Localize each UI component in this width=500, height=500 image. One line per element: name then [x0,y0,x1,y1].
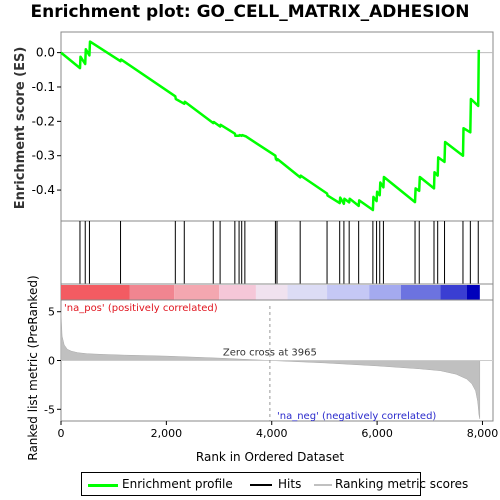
legend-label-metric: Ranking metric scores [335,477,469,491]
es-y-tick-label: -0.3 [32,149,55,163]
es-y-tick-label: -0.1 [32,80,55,94]
legend-swatch-metric [314,484,332,486]
rank-bar-segment [440,285,467,300]
legend-swatch-enrichment [88,484,118,487]
x-tick-label: 4,000 [256,427,288,440]
legend: Enrichment profile Hits Ranking metric s… [81,472,468,496]
rank-bar-segment [255,285,288,300]
x-tick-label: 0 [58,427,65,440]
rank-color-bar [60,283,494,301]
x-tick-label: 6,000 [361,427,393,440]
positive-correlation-label: 'na_pos' (positively correlated) [64,303,218,314]
y-axis-label-metric: Ranked list metric (PreRanked) [26,275,40,460]
legend-label-enrichment: Enrichment profile [122,477,233,491]
hits-panel [60,220,494,285]
rank-bar-segment [466,285,480,300]
es-y-tick-label: -0.2 [32,114,55,128]
x-tick-label: 2,000 [151,427,183,440]
x-tick-label: 8,000 [467,427,499,440]
rank-bar-segment [400,285,441,300]
x-axis-label: Rank in Ordered Dataset [196,450,344,464]
enrichment-score-panel: 0.0 -0.1 -0.2 -0.3 -0.4 [32,31,494,222]
enrichment-profile-line [60,40,481,212]
metric-y-tick-label: 0 [48,355,55,368]
rank-bar-segment [287,285,328,300]
rank-bar-segment [219,285,256,300]
legend-label-hits: Hits [278,477,302,491]
es-plot-frame [60,31,494,222]
ranking-metric-area [60,311,481,420]
chart-title: Enrichment plot: GO_CELL_MATRIX_ADHESION [30,2,470,22]
metric-y-tick-label: 5 [48,306,55,319]
rank-bar-segment [129,285,175,300]
es-y-tick-label: -0.4 [32,183,55,197]
rank-bar-segment [369,285,401,300]
legend-swatch-hits [250,484,272,486]
ranked-metric-panel: Zero cross at 3965 'na_pos' (positively c… [44,299,494,422]
rank-bar-segment [174,285,220,300]
y-axis-label-es: Enrichment score (ES) [13,47,28,210]
x-axis: 0 2,000 4,000 6,000 8,000 [58,421,499,440]
negative-correlation-label: 'na_neg' (negatively correlated) [277,411,436,422]
es-y-tick-label: 0.0 [36,46,55,60]
zero-cross-label: Zero cross at 3965 [223,348,317,359]
rank-bar-segment [327,285,370,300]
rank-bar-segment [61,285,130,300]
metric-y-tick-label: -5 [44,403,55,416]
